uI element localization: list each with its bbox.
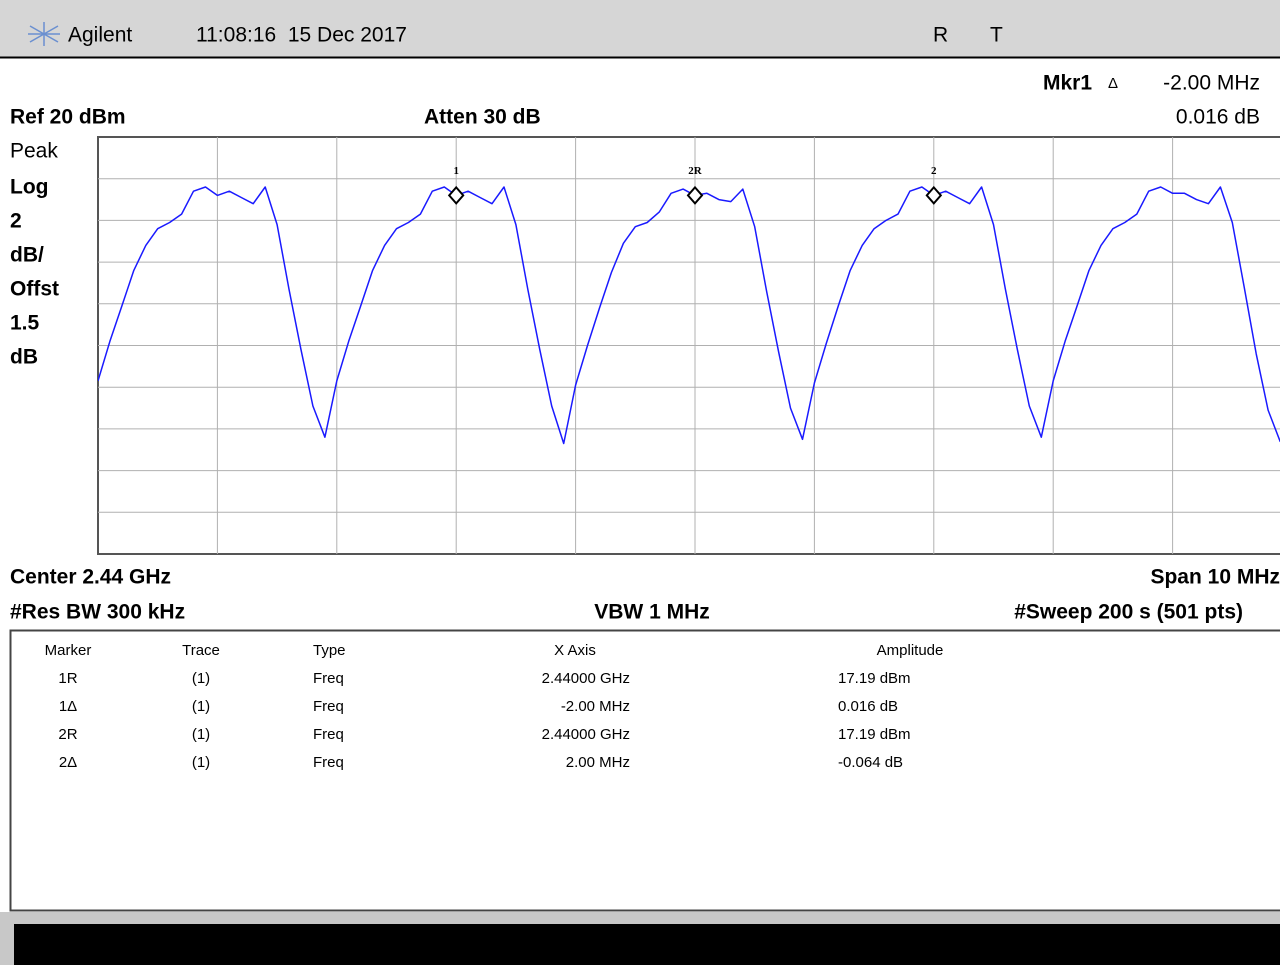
table-cell: 0.016 dB [838,698,898,715]
marker-readout: Mkr1 [1043,72,1092,95]
brand: Agilent [68,24,132,47]
table-cell: (1) [192,754,210,771]
table-cell: 2.44000 GHz [542,726,630,743]
table-cell: 17.19 dBm [838,726,911,743]
table-cell: 2.44000 GHz [542,670,630,687]
table-cell: 17.19 dBm [838,670,911,687]
marker-diamond [447,185,465,205]
title-bar [0,0,1280,57]
marker-delta: Δ [1108,75,1118,92]
column-header: Amplitude [877,642,944,659]
table-cell: (1) [192,726,210,743]
column-header: X Axis [554,642,596,659]
scale-label: Log [10,176,48,199]
scale-label: 1.5 [10,312,40,335]
marker-diamond [686,185,704,205]
attenuation: Atten 30 dB [424,106,541,129]
scale-label: dB [10,346,38,369]
marker-label: 2R [688,165,703,177]
agilent-logo [28,22,60,46]
marker-label: 2 [931,165,937,177]
table-cell: Freq [313,754,344,771]
table-cell: Freq [313,698,344,715]
table-cell: 2Δ [59,754,77,771]
ref-level: Ref 20 dBm [10,106,126,129]
marker-amplitude: 0.016 dB [1176,106,1260,129]
table-cell: 1R [58,670,77,687]
table-cell: -2.00 MHz [561,698,630,715]
column-header: Marker [45,642,92,659]
table-cell: 1Δ [59,698,77,715]
scale-label: 2 [10,210,22,233]
column-header: Trace [182,642,220,659]
scale-label: dB/ [10,244,44,267]
flag-t: T [990,24,1003,47]
message-bar [14,924,1280,965]
detector: Peak [10,140,58,163]
sweep: #Sweep 200 s (501 pts) [1014,601,1243,624]
marker-freq: -2.00 MHz [1163,72,1260,95]
table-cell: Freq [313,726,344,743]
span: Span 10 MHz [1150,566,1280,589]
column-header: Type [313,642,346,659]
table-cell: (1) [192,670,210,687]
marker-diamond [925,185,943,205]
marker-table [9,629,1280,912]
flag-r: R [933,24,948,47]
table-cell: 2.00 MHz [566,754,630,771]
table-cell: (1) [192,698,210,715]
marker-label: 1 [453,165,459,177]
table-cell: 2R [58,726,77,743]
scale-label: Offst [10,278,59,301]
center-freq: Center 2.44 GHz [10,566,171,589]
rbw: #Res BW 300 kHz [10,601,185,624]
table-cell: Freq [313,670,344,687]
vbw: VBW 1 MHz [594,601,710,624]
table-cell: -0.064 dB [838,754,903,771]
datetime: 11:08:16 15 Dec 2017 [196,24,407,47]
